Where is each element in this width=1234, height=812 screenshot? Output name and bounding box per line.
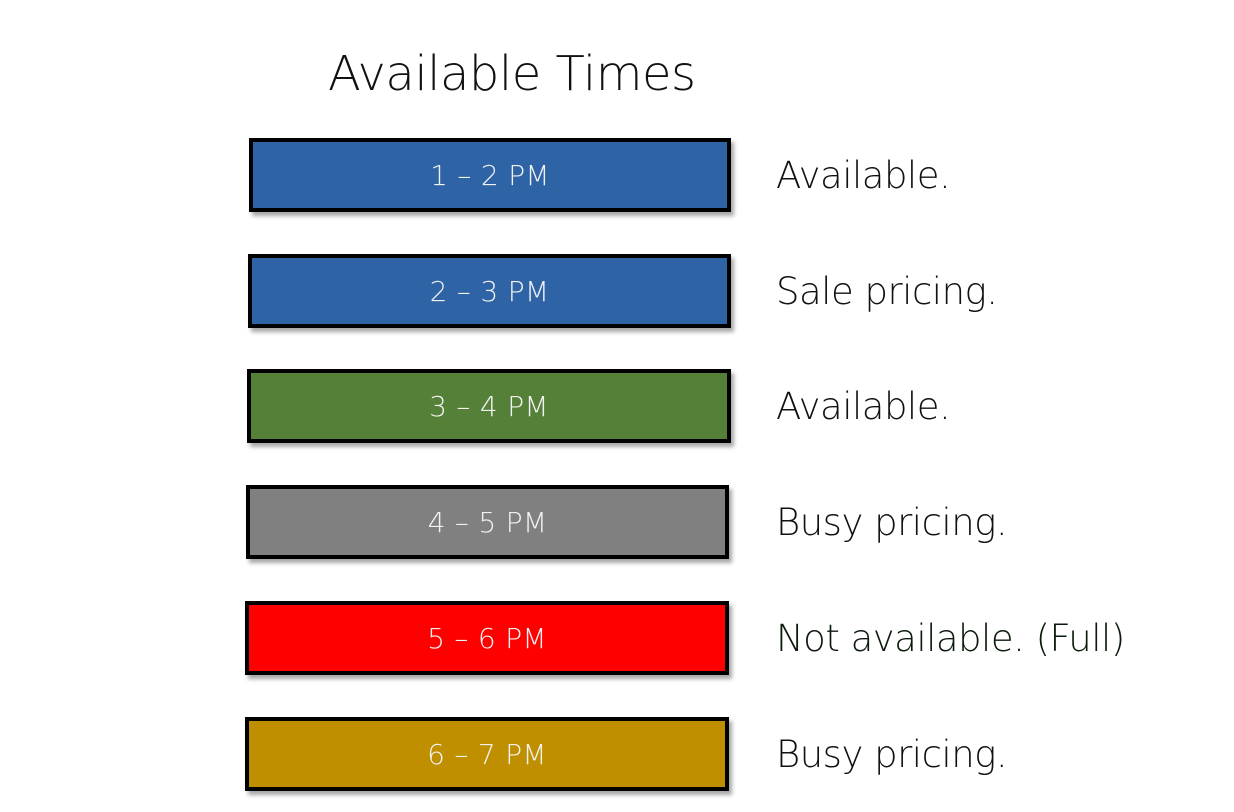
- time-slot-button-6-7pm[interactable]: 6 – 7 PM: [245, 717, 729, 791]
- time-slot-status: Busy pricing.: [776, 501, 1008, 544]
- time-slot-button-1-2pm[interactable]: 1 – 2 PM: [249, 138, 731, 212]
- time-slot-row: 6 – 7 PM Busy pricing.: [0, 717, 1234, 797]
- time-slot-button-2-3pm[interactable]: 2 – 3 PM: [248, 254, 731, 328]
- time-slot-label: 5 – 6 PM: [427, 621, 547, 655]
- time-slot-row: 3 – 4 PM Available.: [0, 369, 1234, 449]
- time-slot-row: 5 – 6 PM Not available. (Full): [0, 601, 1234, 681]
- time-slot-button-3-4pm[interactable]: 3 – 4 PM: [247, 369, 731, 443]
- time-slot-label: 4 – 5 PM: [427, 505, 548, 539]
- time-slot-status: Available.: [776, 154, 951, 197]
- time-slot-label: 1 – 2 PM: [430, 158, 550, 192]
- time-slot-row: 1 – 2 PM Available.: [0, 138, 1234, 218]
- time-slot-status: Busy pricing.: [776, 733, 1008, 776]
- time-slot-button-4-5pm[interactable]: 4 – 5 PM: [246, 485, 729, 559]
- time-slot-row: 4 – 5 PM Busy pricing.: [0, 485, 1234, 565]
- time-slot-label: 3 – 4 PM: [429, 389, 549, 423]
- time-slot-button-5-6pm[interactable]: 5 – 6 PM: [245, 601, 729, 675]
- time-slot-status: Available.: [776, 385, 951, 428]
- time-slot-row: 2 – 3 PM Sale pricing.: [0, 254, 1234, 334]
- time-slot-label: 6 – 7 PM: [427, 737, 547, 771]
- time-slot-label: 2 – 3 PM: [429, 274, 550, 308]
- time-slot-status: Not available. (Full): [776, 617, 1125, 660]
- page-title: Available Times: [328, 46, 696, 102]
- time-slot-status: Sale pricing.: [776, 270, 998, 313]
